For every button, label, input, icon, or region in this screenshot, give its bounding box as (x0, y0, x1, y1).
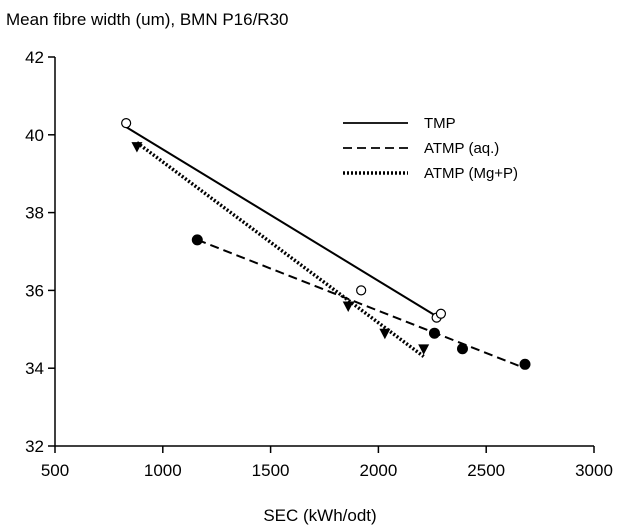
chart-title: Mean fibre width (um), BMN P16/R30 (6, 10, 289, 29)
series-0-point (436, 309, 445, 318)
y-tick-label: 38 (25, 204, 44, 223)
series-1-point (192, 235, 202, 245)
y-tick-label: 40 (25, 126, 44, 145)
legend-label-0: TMP (424, 115, 456, 132)
x-tick-label: 3000 (575, 461, 613, 480)
x-tick-label: 2500 (467, 461, 505, 480)
y-tick-label: 42 (25, 48, 44, 67)
series-1-point (429, 328, 439, 338)
legend-label-1: ATMP (aq.) (424, 140, 499, 157)
series-1-fit-line (197, 240, 525, 368)
series-1-point (457, 344, 467, 354)
legend-label-2: ATMP (Mg+P) (424, 165, 518, 182)
series-2-point (379, 329, 390, 339)
x-tick-label: 1000 (144, 461, 182, 480)
series-0-fit-line (126, 127, 439, 318)
x-axis-title: SEC (kWh/odt) (263, 506, 376, 525)
y-tick-label: 36 (25, 281, 44, 300)
series-0-point (357, 286, 366, 295)
x-tick-label: 500 (41, 461, 69, 480)
plot-area: 32 34 36 38 40 42 500 1000 1500 2000 2500 3000 TMP AT… (25, 48, 613, 480)
y-tick-label: 34 (25, 359, 44, 378)
y-tick-label: 32 (25, 437, 44, 456)
x-tick-label: 2000 (359, 461, 397, 480)
series-2-point (343, 302, 354, 312)
series-0-point (122, 119, 131, 128)
series-1-point (520, 359, 530, 369)
x-tick-label: 1500 (252, 461, 290, 480)
